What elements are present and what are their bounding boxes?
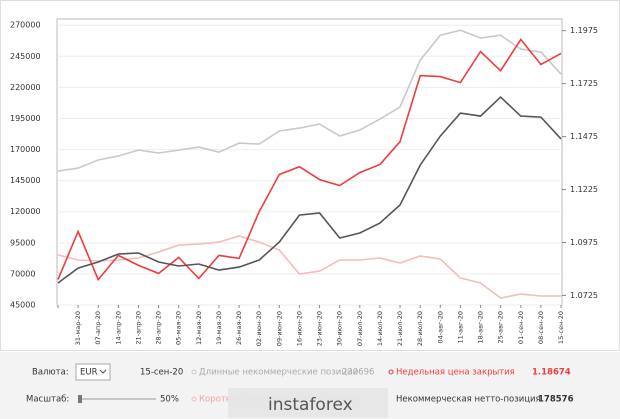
y-tick-label: 195000 xyxy=(10,114,41,123)
y-tick-label: 245000 xyxy=(10,52,41,61)
y-tick-label: 220000 xyxy=(10,83,41,92)
x-tick-label: 08-сен-20 xyxy=(537,311,545,344)
series-line xyxy=(57,96,562,284)
legend-marker xyxy=(191,369,197,375)
x-tick-label: 14-июл-20 xyxy=(376,311,384,346)
currency-select[interactable] xyxy=(75,363,111,381)
legend-value: 230696 xyxy=(342,368,374,378)
y-tick-label: 145000 xyxy=(10,176,41,185)
x-tick-label: 01-сен-20 xyxy=(517,311,525,344)
x-tick-label: 12-мая-20 xyxy=(195,311,203,345)
slider-handle[interactable] xyxy=(78,395,82,403)
y-tick-label: 95000 xyxy=(10,238,35,247)
scale-value: 50% xyxy=(160,395,179,405)
x-tick-label: 23-июн-20 xyxy=(316,311,324,346)
legend-marker xyxy=(191,396,197,402)
x-tick-label: 28-июл-20 xyxy=(416,311,424,346)
x-tick-label: 31-мар-20 xyxy=(74,311,82,345)
x-tick-label: 05-мая-20 xyxy=(175,311,183,345)
x-tick-label: 19-мая-20 xyxy=(215,311,223,345)
date: 15-сен-20 xyxy=(140,368,183,378)
x-tick-label: 30-июн-20 xyxy=(336,311,344,346)
y-tick-label: 70000 xyxy=(10,269,35,278)
currency-label: Валюта: xyxy=(32,368,69,378)
x-tick-label: 09-июн-20 xyxy=(275,311,283,346)
x-tick-label: 26-мая-20 xyxy=(235,311,243,345)
x-tick-label: 02-июн-20 xyxy=(255,311,263,346)
x-tick-label: 11-авг-20 xyxy=(456,311,464,343)
legend-label: Длинные некоммерческие позиции xyxy=(199,368,358,378)
currency-value: EUR xyxy=(80,368,98,378)
x-tick-label: 28-апр-20 xyxy=(155,311,163,345)
legend-value: 178576 xyxy=(538,395,574,405)
y2-tick-label: 1.1475 xyxy=(570,132,598,141)
y-tick-label: 170000 xyxy=(10,145,41,154)
legend-label: Некоммерческая нетто-позиция xyxy=(396,395,541,405)
y2-tick-label: 1.0725 xyxy=(570,291,598,300)
y-tick-label: 120000 xyxy=(10,207,41,216)
x-tick-label: 21-апр-20 xyxy=(134,311,142,345)
x-tick-label: 25-авг-20 xyxy=(497,311,505,343)
scale-label: Масштаб: xyxy=(26,395,69,405)
series-line xyxy=(57,235,561,299)
y2-tick-label: 1.1975 xyxy=(570,26,598,35)
series-line xyxy=(57,38,562,282)
x-tick-label: 21-июл-20 xyxy=(396,311,404,346)
x-tick-label: 07-апр-20 xyxy=(94,311,102,345)
x-tick-label: 14-апр-20 xyxy=(114,311,122,345)
select-arrow xyxy=(99,369,107,374)
legend-marker xyxy=(388,369,394,375)
watermark: instaforex xyxy=(268,395,353,415)
x-tick-label: 15-сен-20 xyxy=(557,311,565,344)
y-tick-label: 270000 xyxy=(10,21,41,30)
y2-tick-label: 1.1725 xyxy=(570,79,598,88)
y2-tick-label: 1.1225 xyxy=(570,185,598,194)
watermark-box xyxy=(228,388,388,418)
legend-label: Недельная цена закрытия xyxy=(396,368,515,378)
x-tick-label: 18-авг-20 xyxy=(477,311,485,343)
series-line xyxy=(57,29,562,172)
x-tick-label: 04-авг-20 xyxy=(436,311,444,343)
y-tick-label: 45000 xyxy=(10,301,35,310)
x-tick-label: 07-июл-20 xyxy=(356,311,364,346)
legend-value: 1.18674 xyxy=(532,368,571,378)
y2-tick-label: 1.0975 xyxy=(570,238,598,247)
x-tick-label: 16-июн-20 xyxy=(295,311,303,346)
